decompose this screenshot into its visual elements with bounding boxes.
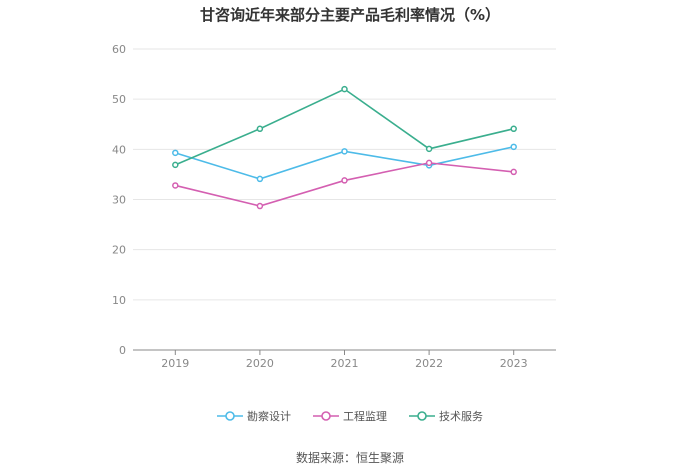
y-tick-label: 60: [112, 43, 126, 56]
data-point: [341, 148, 348, 155]
legend-item[interactable]: 勘察设计: [217, 408, 291, 424]
legend-item[interactable]: 工程监理: [313, 408, 387, 424]
x-tick-label: 2019: [161, 357, 189, 370]
series-lines: [172, 85, 517, 210]
data-point: [341, 85, 348, 93]
data-point: [172, 161, 179, 169]
x-tick-label: 2023: [500, 357, 528, 370]
source-note: 数据来源：恒生聚源: [295, 451, 404, 465]
data-point: [425, 145, 433, 153]
data-point: [172, 182, 179, 189]
data-point: [510, 143, 517, 151]
data-point: [510, 168, 517, 176]
data-point: [256, 175, 264, 183]
legend-line-marker-icon: [217, 411, 243, 421]
y-tick-label: 10: [112, 294, 126, 307]
x-tick-label: 2020: [246, 357, 274, 370]
data-point: [172, 149, 179, 157]
y-tick-label: 40: [112, 143, 126, 156]
data-point: [510, 125, 517, 133]
y-tick-label: 0: [119, 344, 126, 357]
data-point: [341, 177, 348, 184]
legend: 勘察设计 工程监理 技术服务: [0, 408, 700, 424]
y-tick-label: 30: [112, 194, 126, 207]
x-tick-label: 2022: [415, 357, 443, 370]
legend-item[interactable]: 技术服务: [409, 408, 483, 424]
chart-title: 甘咨询近年来部分主要产品毛利率情况（%）: [199, 6, 501, 24]
legend-label: 勘察设计: [247, 410, 291, 423]
data-point: [425, 159, 433, 167]
data-point: [256, 202, 264, 210]
y-tick-label: 20: [112, 244, 126, 257]
y-tick-label: 50: [112, 93, 126, 106]
legend-line-marker-icon: [409, 411, 435, 421]
legend-label: 技术服务: [439, 410, 483, 423]
data-point: [256, 125, 264, 133]
axes: 0 10 20 30 40 50 60 2019 2020 2021 2022 2023: [112, 43, 556, 370]
legend-label: 工程监理: [343, 410, 387, 423]
x-tick-label: 2021: [331, 357, 359, 370]
legend-line-marker-icon: [313, 411, 339, 421]
